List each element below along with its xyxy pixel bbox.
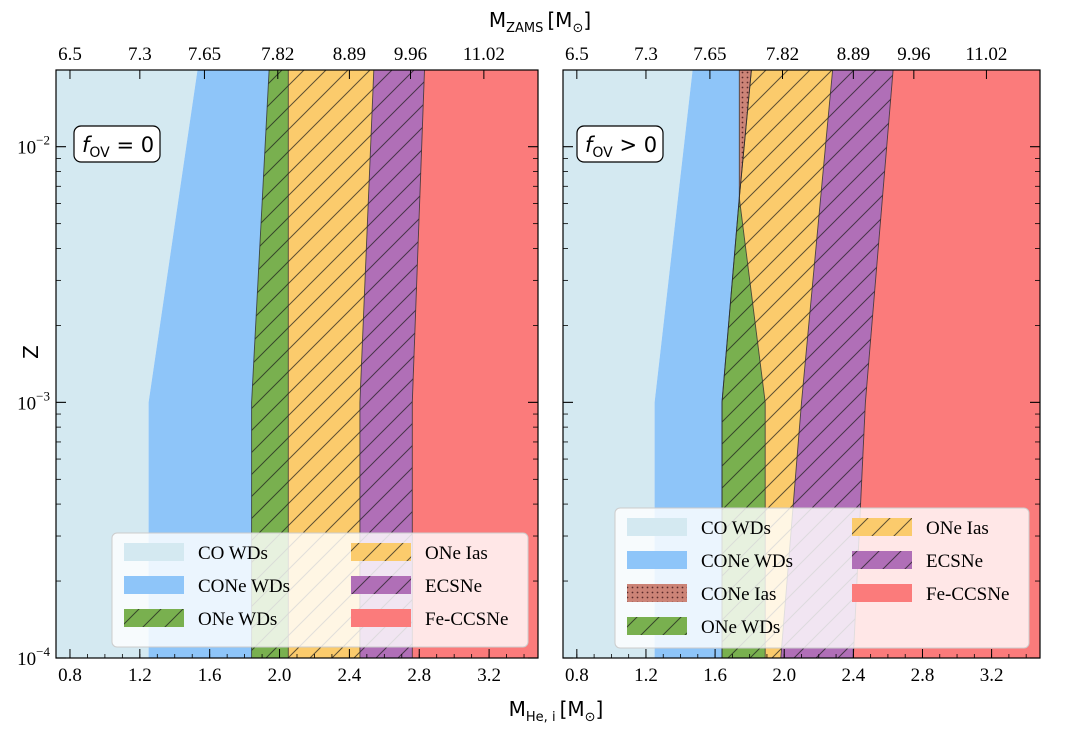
legend-swatch-hatch: [351, 576, 411, 594]
legend-frame: [614, 507, 1030, 649]
legend-swatch: [124, 543, 184, 561]
top-tick-label: 7.65: [693, 44, 726, 65]
top-tick-label: 9.96: [897, 44, 930, 65]
regions: [563, 70, 1040, 658]
region-one-ias-hatch: [739, 70, 833, 658]
legend-label: CO WDs: [198, 543, 268, 564]
legend-label: Fe-CCSNe: [926, 584, 1009, 605]
x-tick-label: 1.6: [703, 665, 727, 686]
top-tick-label: 7.82: [261, 44, 294, 65]
bottom-axis-title: MHe, i [M⊙]: [509, 697, 604, 725]
y-tick-label: 10−3: [17, 388, 50, 414]
top-tick-label: 8.89: [333, 44, 366, 65]
top-axis-title: MZAMS [M⊙]: [489, 8, 591, 36]
y-axis-title: Z: [19, 345, 43, 359]
x-tick-label: 2.8: [407, 665, 431, 686]
label-box: [576, 125, 664, 163]
legend-label: ECSNe: [425, 576, 482, 597]
x-tick-label: 1.2: [128, 665, 152, 686]
legend-swatch: [124, 576, 184, 594]
top-tick-label: 6.5: [58, 44, 82, 65]
panel-annotation: fOV > 0: [585, 133, 657, 161]
x-tick-label: 2.0: [268, 665, 292, 686]
region-co-wds: [563, 70, 693, 658]
region-fe-ccsne: [412, 70, 538, 658]
legend-swatch-hatch: [627, 617, 687, 635]
top-tick-label: 9.96: [394, 44, 427, 65]
region-one-ias-hatch: [288, 70, 374, 658]
legend-frame: [111, 532, 529, 648]
y-tick-label: 10−4: [17, 644, 50, 670]
regions: [56, 70, 538, 658]
x-tick-label: 1.2: [634, 665, 658, 686]
legend-label: ONe WDs: [198, 609, 277, 630]
region-co-wds: [56, 70, 198, 658]
legend-label: ECSNe: [926, 551, 983, 572]
top-tick-label: 7.65: [188, 44, 221, 65]
legend-swatch-hatch: [124, 609, 184, 627]
legend-swatch-hatch: [852, 551, 912, 569]
legend-label: CONe WDs: [701, 551, 793, 572]
x-tick-label: 2.4: [841, 665, 865, 686]
legend-swatch: [627, 551, 687, 569]
region-one-wds-hatch: [251, 70, 289, 658]
x-tick-label: 2.4: [338, 665, 362, 686]
legend-label: ONe WDs: [701, 617, 780, 638]
x-tick-label: 0.8: [58, 665, 82, 686]
legend-label: Fe-CCSNe: [425, 609, 508, 630]
top-tick-label: 8.89: [837, 44, 870, 65]
x-tick-label: 3.2: [980, 665, 1004, 686]
legend-swatch: [351, 609, 411, 627]
panel-annotation: fOV = 0: [82, 133, 154, 161]
y-tick-label: 10−2: [17, 133, 50, 159]
region-cone-wds: [148, 70, 270, 658]
label-box: [73, 125, 161, 163]
legend: CO WDs CONe WDs CONe Ias ONe WDs ONe Ias ECSN…: [614, 507, 1030, 649]
panel-right: 0.8 1.2 1.6 2.0 2.4 2.8 3.2 6.5 7.3 7.65 7.82 8.89 9…: [562, 44, 1041, 686]
x-tick-label: 2.8: [911, 665, 935, 686]
legend-label: CONe WDs: [198, 576, 290, 597]
legend-swatch: [852, 584, 912, 602]
legend-swatch-hatch: [852, 518, 912, 536]
top-tick-label: 11.02: [463, 44, 505, 65]
legend-swatch-hatch: [351, 543, 411, 561]
legend-swatch-hatch: [627, 584, 687, 602]
top-tick-label: 11.02: [965, 44, 1007, 65]
top-tick-label: 7.82: [766, 44, 799, 65]
top-tick-label: 7.3: [128, 44, 152, 65]
x-tick-label: 1.6: [198, 665, 222, 686]
x-tick-label: 3.2: [477, 665, 501, 686]
legend-label: ONe Ias: [425, 543, 488, 564]
x-tick-label: 2.0: [772, 665, 796, 686]
top-tick-label: 7.3: [634, 44, 658, 65]
region-ecsne-hatch: [359, 70, 425, 658]
top-tick-label: 6.5: [565, 44, 589, 65]
legend-label: CONe Ias: [701, 584, 776, 605]
legend: CO WDs CONe WDs ONe WDs ONe Ias ECSNe Fe-CCSN…: [111, 532, 529, 648]
legend-label: CO WDs: [701, 518, 771, 539]
legend-swatch: [627, 518, 687, 536]
legend-label: ONe Ias: [926, 518, 989, 539]
panel-left: 0.8 1.2 1.6 2.0 2.4 2.8 3.2 6.5 7.3 7.65 7.82 8.89 9…: [17, 44, 539, 686]
x-tick-label: 0.8: [565, 665, 589, 686]
